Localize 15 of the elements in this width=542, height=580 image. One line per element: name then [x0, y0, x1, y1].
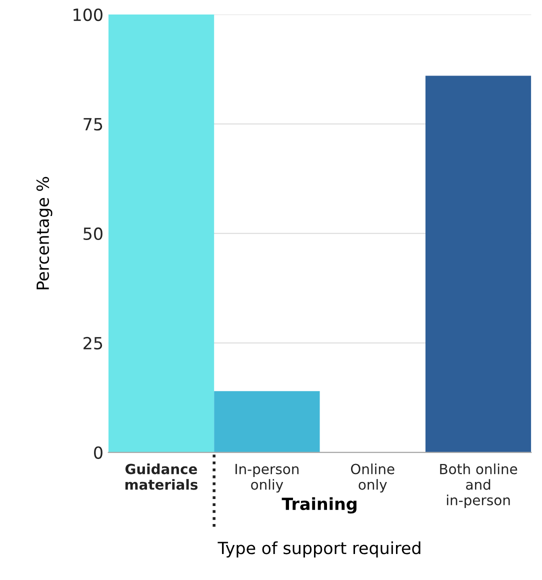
- x-axis-title: Type of support required: [218, 541, 420, 558]
- y-axis-title: Percentage %: [36, 176, 52, 290]
- text: Training: [282, 497, 356, 514]
- x-tick-label: Online only: [351, 464, 394, 493]
- y-tick-label: 0: [94, 446, 102, 459]
- bar: [425, 76, 532, 452]
- x-tick-label: In-person onliy: [236, 464, 299, 493]
- y-tick-label: 100: [74, 8, 102, 22]
- x-tick-label: Guidance materials: [125, 464, 198, 490]
- y-tick-label: 50: [84, 227, 102, 240]
- bar: [108, 14, 214, 452]
- x-tick-label: Both online and in-person: [440, 464, 518, 508]
- bar: [214, 391, 320, 452]
- y-tick-label: 25: [84, 336, 102, 350]
- y-tick-label: 75: [84, 118, 102, 131]
